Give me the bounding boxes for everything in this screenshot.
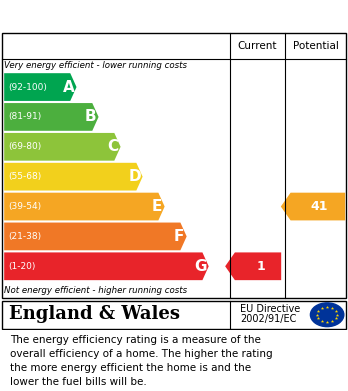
Text: G: G: [195, 259, 207, 274]
Text: (69-80): (69-80): [8, 142, 42, 151]
Text: 1: 1: [256, 260, 265, 273]
Text: (1-20): (1-20): [8, 262, 36, 271]
Text: Energy Efficiency Rating: Energy Efficiency Rating: [10, 7, 251, 25]
Text: Current: Current: [238, 41, 277, 51]
Polygon shape: [4, 222, 187, 250]
Text: (39-54): (39-54): [8, 202, 41, 211]
Polygon shape: [4, 193, 165, 221]
Polygon shape: [225, 253, 281, 280]
Text: C: C: [107, 139, 118, 154]
Text: A: A: [63, 79, 74, 95]
Polygon shape: [281, 193, 345, 221]
Text: (92-100): (92-100): [8, 83, 47, 91]
Text: Very energy efficient - lower running costs: Very energy efficient - lower running co…: [4, 61, 187, 70]
Text: England & Wales: England & Wales: [9, 305, 180, 323]
Text: E: E: [151, 199, 162, 214]
Text: D: D: [128, 169, 141, 184]
Polygon shape: [4, 133, 121, 161]
Polygon shape: [4, 73, 77, 101]
Text: Potential: Potential: [293, 41, 339, 51]
Polygon shape: [4, 163, 143, 190]
Polygon shape: [4, 253, 209, 280]
Text: F: F: [173, 229, 184, 244]
Ellipse shape: [310, 303, 344, 326]
Text: (81-91): (81-91): [8, 113, 42, 122]
Text: 2002/91/EC: 2002/91/EC: [240, 314, 296, 325]
Text: 41: 41: [311, 200, 329, 213]
Text: The energy efficiency rating is a measure of the
overall efficiency of a home. T: The energy efficiency rating is a measur…: [10, 335, 273, 387]
Text: (55-68): (55-68): [8, 172, 42, 181]
Text: (21-38): (21-38): [8, 232, 41, 241]
Text: Not energy efficient - higher running costs: Not energy efficient - higher running co…: [4, 286, 187, 295]
Text: B: B: [85, 109, 96, 124]
Polygon shape: [4, 103, 98, 131]
Text: EU Directive: EU Directive: [240, 304, 300, 314]
